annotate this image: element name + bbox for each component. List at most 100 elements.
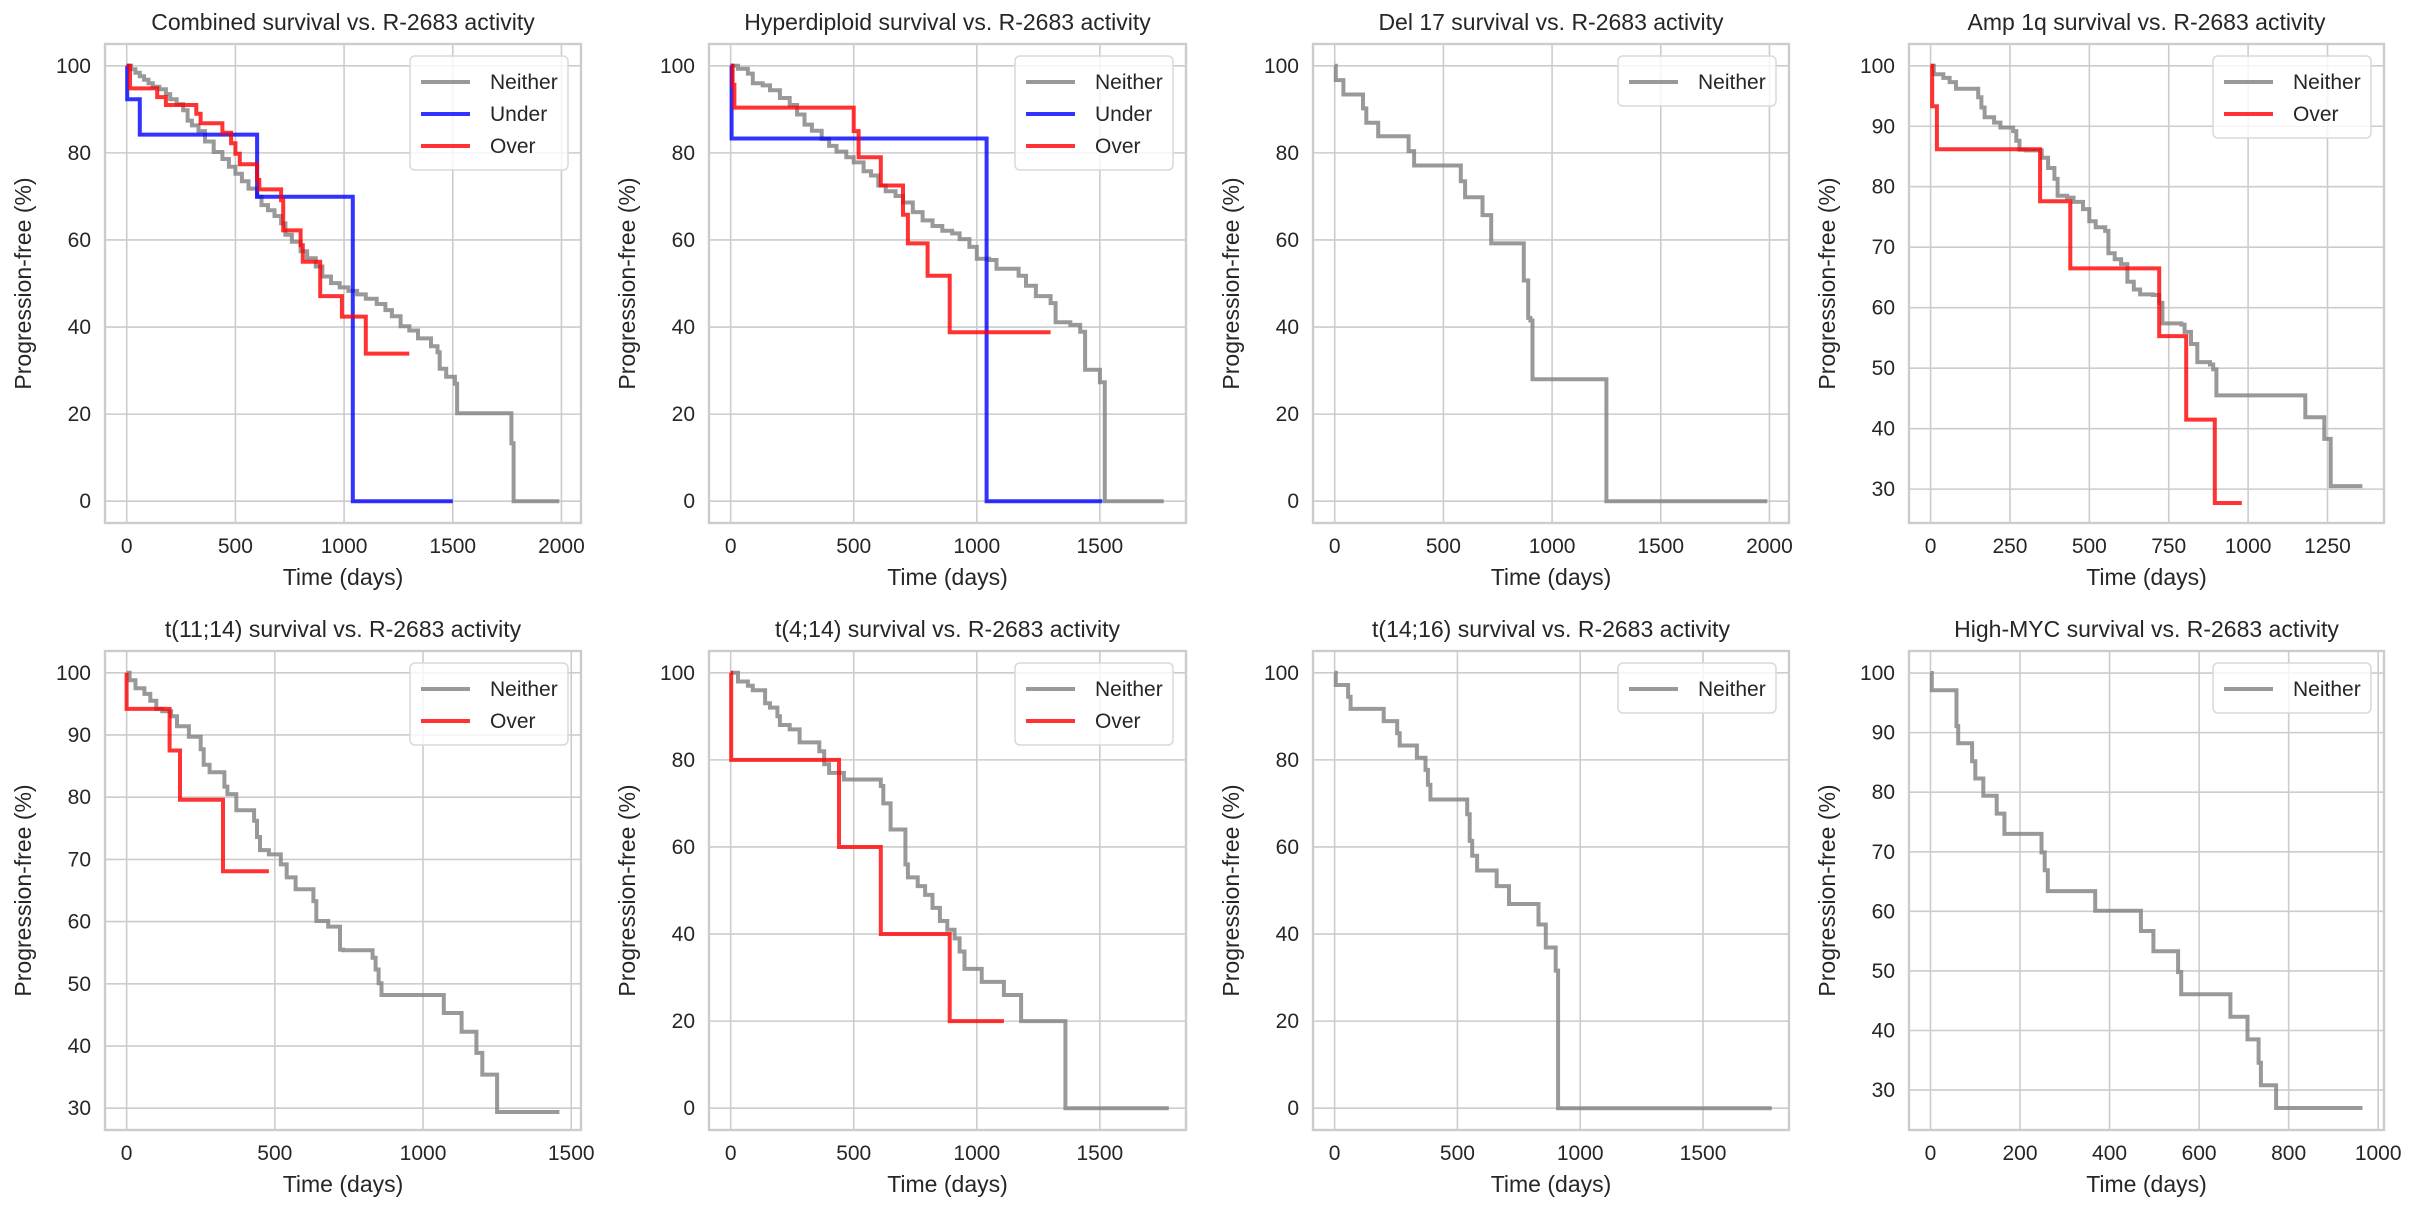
x-tick-label: 1500 [1076,1142,1123,1165]
y-tick-label: 40 [1872,1020,1895,1043]
legend-label-over: Over [490,710,536,733]
x-tick-label: 1500 [429,535,476,558]
y-tick-label: 60 [672,229,695,252]
legend-label-over: Over [490,135,536,158]
chart-title: Del 17 survival vs. R-2683 activity [1378,9,1724,35]
legend-label-over: Over [2293,103,2339,126]
y-tick-label: 100 [1264,662,1299,685]
y-tick-label: 20 [672,403,695,426]
y-tick-label: 40 [68,1035,91,1058]
plot-frame [1907,649,2386,1132]
y-tick-label: 60 [672,836,695,859]
x-tick-label: 1000 [321,535,368,558]
y-tick-label: 80 [68,142,91,165]
legend-box [1617,662,1777,714]
series-group [124,670,560,1114]
km-curve-over [124,672,269,874]
chart-panel-2: 0 500 1000 1500 0 20 40 60 80 100 Hyperdiploid sur… [614,9,1188,590]
x-tick-label: 750 [2151,535,2186,558]
x-tick-label: 1000 [1557,1142,1604,1165]
y-axis-label: Progression-free (%) [1218,177,1244,389]
chart-panel-4: 0 250 500 750 1000 1250 30 40 50 60 70 80 90 100 Amp 1… [1814,9,2386,590]
y-tick-label: 40 [672,316,695,339]
legend-box [409,662,569,746]
legend-label-under: Under [1095,103,1152,126]
y-tick-label: 40 [1872,418,1895,441]
legend-box [1014,55,1174,171]
y-tick-label: 80 [672,749,695,772]
plot-frame [707,42,1188,525]
y-tick-label: 100 [56,662,91,685]
y-tick-label: 40 [672,923,695,946]
x-tick-label: 0 [725,535,737,558]
km-curve-neither [1333,670,1772,1111]
y-tick-label: 70 [1872,236,1895,259]
chart-panel-7: 0 500 1000 1500 0 20 40 60 80 100 t(14;16) surviva… [1218,616,1791,1197]
x-tick-label: 0 [121,1142,133,1165]
y-tick-label: 30 [1872,478,1895,501]
y-tick-label: 80 [1872,781,1895,804]
chart-panel-1: 0 500 1000 1500 2000 0 20 40 60 80 100 Combined sur… [10,9,585,590]
y-tick-label: 50 [1872,357,1895,380]
x-tick-label: 2000 [1746,535,1793,558]
chart-panel-5: 0 500 1000 1500 30 40 50 60 70 80 90 100 t(11;14) su… [10,616,595,1197]
y-tick-label: 20 [1276,403,1299,426]
plot-frame [103,42,583,525]
y-axis-label: Progression-free (%) [614,784,640,996]
y-tick-label: 60 [1872,297,1895,320]
y-tick-label: 60 [1276,836,1299,859]
y-tick-label: 90 [68,724,91,747]
legend-box [1014,662,1174,746]
x-tick-label: 1000 [1529,535,1576,558]
x-tick-label: 250 [1992,535,2027,558]
x-axis-label: Time (days) [2086,564,2207,590]
chart-panel-3: 0 500 1000 1500 2000 0 20 40 60 80 100 Del 17 survi… [1218,9,1793,590]
legend-label-neither: Neither [1095,678,1163,701]
y-tick-label: 30 [68,1097,91,1120]
km-curve-over [1930,63,2242,505]
legend: Neither Under Over [409,55,569,171]
legend: Neither [2212,662,2372,714]
x-axis-label: Time (days) [2086,1171,2207,1197]
chart-title: t(4;14) survival vs. R-2683 activity [775,616,1121,642]
chart-title: Amp 1q survival vs. R-2683 activity [1968,9,2326,35]
x-tick-label: 0 [1925,535,1937,558]
km-curve-neither [126,670,560,1114]
y-tick-label: 70 [68,848,91,871]
x-tick-label: 1250 [2304,535,2351,558]
y-tick-label: 100 [660,55,695,78]
x-tick-label: 1000 [400,1142,447,1165]
x-tick-label: 500 [836,1142,871,1165]
legend-label-neither: Neither [490,71,558,94]
x-tick-label: 500 [1426,535,1461,558]
series-group [1929,671,2363,1110]
chart-title: High-MYC survival vs. R-2683 activity [1954,616,2339,642]
y-tick-label: 0 [1287,490,1299,513]
y-tick-label: 0 [1287,1097,1299,1120]
y-tick-label: 50 [68,973,91,996]
legend: Neither Over [2212,55,2372,139]
y-axis-label: Progression-free (%) [1814,784,1840,996]
legend: Neither Over [409,662,569,746]
y-tick-label: 20 [68,403,91,426]
legend-box [409,55,569,171]
legend-label-over: Over [1095,710,1141,733]
y-tick-label: 100 [660,662,695,685]
chart-title: Hyperdiploid survival vs. R-2683 activit… [744,9,1151,35]
km-curve-neither [126,63,560,504]
km-curve-neither [1930,63,2363,489]
series-group [1333,670,1772,1111]
legend-label-neither: Neither [2293,71,2361,94]
plot-frame [103,649,583,1132]
y-tick-label: 20 [672,1010,695,1033]
x-axis-label: Time (days) [283,564,404,590]
y-axis-label: Progression-free (%) [10,784,36,996]
y-axis-label: Progression-free (%) [10,177,36,389]
y-axis-label: Progression-free (%) [1218,784,1244,996]
y-tick-label: 100 [1264,55,1299,78]
km-curve-neither [730,670,1169,1111]
y-tick-label: 100 [1860,662,1895,685]
y-tick-label: 70 [1872,841,1895,864]
